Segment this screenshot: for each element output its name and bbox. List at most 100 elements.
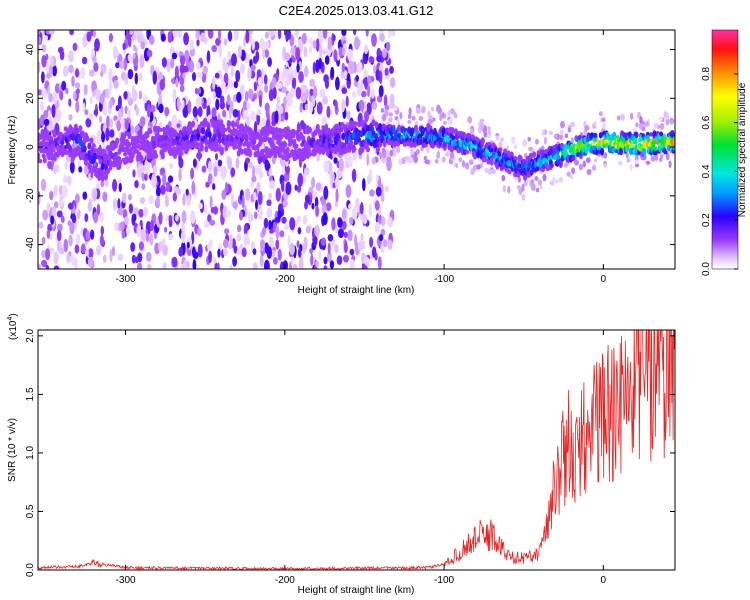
spectrogram-ridge-cell	[73, 123, 78, 129]
spectrogram-noise-cell	[384, 185, 389, 193]
spectrogram-noise-cell	[347, 229, 353, 242]
spectrogram-ridge-cell	[265, 130, 270, 137]
spectrogram-halo-cell	[450, 110, 456, 115]
spectrogram-noise-cell	[80, 67, 85, 80]
spectrogram-noise-cell	[105, 88, 109, 96]
spectrogram-ridge-cell	[44, 130, 49, 137]
spectrogram-ridge-cell	[450, 127, 455, 135]
snr-scale-note: (x104)	[7, 313, 19, 340]
spectrogram-noise-cell	[138, 90, 143, 100]
spectrogram-noise-cell	[232, 256, 238, 267]
spectrogram-ridge-cell	[115, 138, 120, 145]
spectrogram-noise-cell	[164, 181, 171, 192]
spectrogram-ridge-cell	[88, 163, 93, 172]
spectrogram-noise-cell	[294, 30, 299, 38]
colorbar-tick-label: 0.8	[701, 67, 712, 81]
spectrogram-ridge-cell	[216, 147, 221, 152]
spectrogram-noise-cell	[68, 234, 73, 247]
spectrogram-noise-cell	[192, 246, 196, 258]
spectrogram-noise-cell	[229, 264, 233, 269]
spectrogram-ridge-cell	[318, 147, 322, 155]
spectrogram-ridge-cell	[166, 126, 171, 134]
spectrogram-noise-cell	[162, 172, 167, 186]
spectrogram-noise-cell	[126, 107, 132, 118]
spectrogram-noise-cell	[81, 56, 88, 65]
spectrogram-noise-cell	[352, 30, 357, 36]
spectrogram-noise-cell	[206, 50, 211, 63]
spectrogram-halo-cell	[634, 163, 639, 168]
spectrogram-ridge-cell	[291, 133, 296, 139]
spectrogram-halo-cell	[378, 152, 384, 158]
spectrogram-noise-cell	[118, 109, 122, 122]
spectrogram-halo-cell	[629, 164, 633, 171]
spectrogram-halo-cell	[453, 112, 458, 119]
spectrogram-noise-cell	[364, 44, 369, 55]
spectrogram-ridge-cell	[281, 154, 286, 160]
spectrogram-ridge-cell	[498, 147, 503, 152]
spectrogram-noise-cell	[253, 211, 258, 220]
spectrogram-halo-cell	[658, 116, 663, 122]
spectrogram-halo-cell	[436, 150, 441, 159]
spectrogram-halo-cell	[382, 113, 387, 122]
spectrogram-ridge-cell	[611, 148, 616, 153]
spectrogram-noise-cell	[131, 254, 136, 264]
spectrogram-noise-cell	[222, 57, 227, 71]
spectrogram-noise-cell	[319, 88, 326, 98]
spectrogram-halo-cell	[659, 157, 663, 162]
spectrogram-noise-cell	[372, 246, 377, 258]
spectrogram-noise-cell	[212, 183, 216, 191]
spectrogram-halo-cell	[407, 120, 412, 124]
spectrogram-noise-cell	[146, 104, 151, 118]
spectrogram-noise-cell	[194, 87, 199, 95]
spectrogram-noise-cell	[162, 261, 167, 269]
spectrogram-noise-cell	[47, 85, 51, 98]
spectrogram-noise-cell	[346, 110, 351, 120]
spectrogram-noise-cell	[68, 114, 73, 121]
spectrogram-noise-cell	[323, 160, 330, 173]
spectrogram-xtick-label: -200	[275, 274, 295, 285]
spectrogram-noise-cell	[63, 175, 68, 184]
spectrogram-noise-cell	[164, 195, 169, 208]
spectrogram-halo-cell	[555, 179, 559, 184]
spectrogram-noise-cell	[96, 245, 102, 256]
spectrogram-noise-cell	[162, 244, 168, 256]
spectrogram-ridge-cell	[335, 133, 340, 141]
spectrogram-noise-cell	[378, 85, 384, 98]
spectrogram-noise-cell	[132, 44, 137, 51]
spectrogram-ridge-cell	[287, 129, 292, 135]
spectrogram-noise-cell	[41, 259, 48, 268]
spectrogram-noise-cell	[298, 247, 302, 258]
spectrogram-noise-cell	[246, 237, 250, 245]
spectrogram-noise-cell	[268, 30, 274, 38]
spectrogram-noise-cell	[257, 77, 263, 87]
spectrogram-noise-cell	[113, 49, 120, 57]
spectrogram-noise-cell	[290, 47, 296, 56]
spectrogram-ridge-cell	[82, 145, 87, 153]
spectrogram-noise-cell	[153, 165, 158, 174]
spectrogram-noise-cell	[61, 185, 68, 198]
spectrogram-ridge-cell	[298, 125, 302, 132]
spectrogram-noise-cell	[117, 207, 123, 216]
spectrogram-noise-cell	[369, 236, 374, 248]
spectrogram-ridge-cell	[80, 153, 85, 160]
spectrogram-noise-cell	[117, 95, 122, 109]
spectrogram-noise-cell	[140, 228, 147, 243]
spectrogram-noise-cell	[115, 62, 120, 69]
spectrogram-halo-cell	[522, 139, 528, 147]
spectrogram-noise-cell	[275, 239, 280, 250]
spectrogram-noise-cell	[285, 181, 292, 195]
spectrogram-noise-cell	[71, 75, 75, 87]
spectrogram-noise-cell	[100, 237, 104, 247]
spectrogram-noise-cell	[319, 34, 324, 44]
spectrogram-noise-cell	[210, 206, 215, 214]
spectrogram-noise-cell	[327, 242, 331, 255]
spectrogram-noise-cell	[202, 102, 208, 110]
spectrogram-noise-cell	[140, 41, 146, 50]
spectrogram-ridge-cell	[353, 121, 358, 126]
snr-xtick-label: -300	[116, 575, 136, 586]
spectrogram-noise-cell	[209, 195, 213, 209]
spectrogram-noise-cell	[74, 82, 81, 89]
spectrogram-noise-cell	[296, 216, 302, 222]
spectrogram-noise-cell	[240, 63, 245, 74]
